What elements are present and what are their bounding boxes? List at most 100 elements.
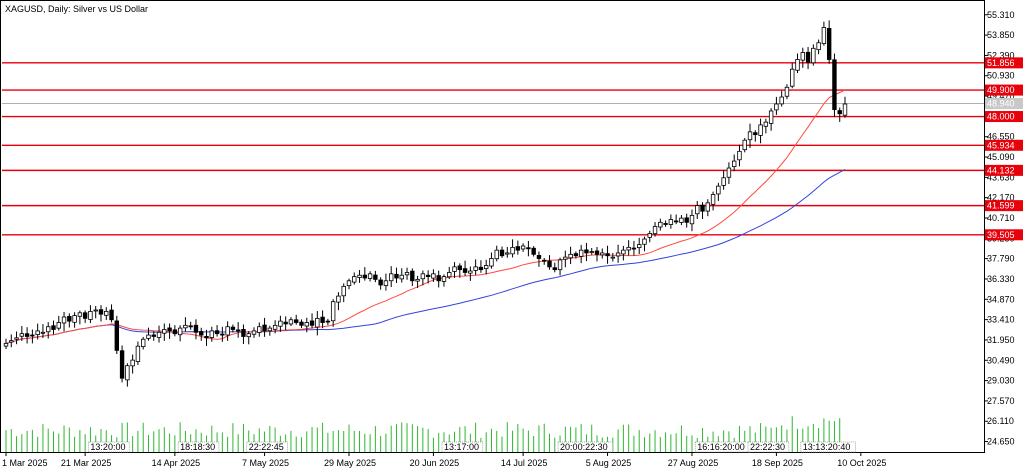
- candle-body: [452, 266, 457, 272]
- candle-body: [193, 324, 199, 333]
- candle-body: [710, 194, 716, 205]
- y-tick-label: 34.870: [987, 294, 1015, 304]
- candle-body: [278, 320, 283, 327]
- candle-body: [167, 327, 172, 332]
- candle-body: [647, 233, 652, 238]
- y-tick-label: 33.410: [987, 315, 1015, 325]
- candle-body: [24, 333, 30, 337]
- candle-body: [19, 333, 25, 337]
- candle-body: [188, 325, 193, 328]
- candle-body: [658, 221, 663, 228]
- candle-body: [679, 217, 684, 223]
- candle-body: [357, 274, 362, 278]
- candle-body: [367, 273, 373, 279]
- candle-body: [447, 272, 452, 278]
- candle-body: [811, 47, 816, 64]
- candle-body: [30, 334, 35, 337]
- candle-body: [225, 326, 230, 336]
- y-tick-label: 42.170: [987, 193, 1015, 203]
- candle-body: [536, 255, 542, 259]
- candle-body: [837, 110, 842, 115]
- candle-body: [505, 252, 510, 255]
- candle-body: [441, 276, 447, 282]
- y-tick-label: 36.330: [987, 274, 1015, 284]
- y-tick-label: 53.850: [987, 30, 1015, 40]
- candle-body: [594, 250, 600, 255]
- candle-body: [499, 249, 505, 257]
- candle-body: [98, 309, 104, 315]
- candle-body: [315, 317, 320, 328]
- candle-body: [568, 253, 573, 259]
- event-marker-label: 18:18:30: [180, 442, 215, 452]
- candle-body: [294, 319, 299, 323]
- level-label-box: [985, 164, 1023, 176]
- candle-body: [67, 316, 72, 322]
- candle-body: [726, 167, 732, 178]
- level-label-box: [985, 84, 1023, 96]
- x-tick-label: 18 Sep 2025: [752, 458, 803, 468]
- candle-body: [209, 330, 214, 338]
- candle-body: [389, 273, 394, 282]
- level-label-box: [985, 111, 1023, 123]
- chart-frame: [0, 0, 985, 453]
- candle-body: [826, 27, 832, 60]
- candle-body: [610, 256, 616, 259]
- candle-body: [631, 247, 637, 250]
- candle-body: [362, 274, 368, 279]
- event-marker-label: 13:13:20:40: [803, 442, 851, 452]
- level-label-box: [985, 200, 1023, 212]
- candle-body: [104, 311, 109, 316]
- candle-body: [272, 324, 278, 330]
- candle-body: [72, 315, 77, 323]
- y-tick-label: 49.470: [987, 91, 1015, 101]
- candle-body: [14, 337, 19, 340]
- candle-body: [394, 273, 399, 279]
- candle-body: [125, 365, 130, 381]
- volume-bars: [5, 416, 846, 452]
- candle-body: [267, 327, 273, 332]
- candle-body: [3, 343, 9, 347]
- candle-body: [373, 274, 378, 280]
- current-price-label: 48.940: [987, 98, 1015, 108]
- candle-body: [758, 124, 763, 136]
- candle-body: [61, 316, 67, 324]
- y-tick-label: 46.550: [987, 132, 1015, 142]
- candle-body: [552, 267, 557, 271]
- candle-body: [415, 278, 420, 282]
- event-marker-box: [557, 441, 614, 453]
- candle-body: [589, 251, 594, 253]
- x-tick-label: 29 May 2025: [324, 458, 376, 468]
- candle-body: [695, 205, 700, 215]
- candle-body: [431, 273, 436, 279]
- level-label: 39.505: [987, 230, 1015, 240]
- candle-body: [436, 275, 441, 282]
- candle-body: [109, 309, 114, 321]
- candle-body: [383, 280, 389, 287]
- level-label-box: [985, 139, 1023, 151]
- candle-body: [832, 59, 837, 110]
- candle-body: [156, 331, 162, 338]
- candle-body: [336, 295, 341, 303]
- candle-body: [82, 312, 88, 319]
- candle-body: [140, 338, 146, 347]
- x-tick-label: 20 Jun 2025: [410, 458, 460, 468]
- candle-body: [177, 327, 183, 336]
- candle-body: [220, 333, 225, 336]
- level-label: 49.900: [987, 85, 1015, 95]
- candle-body: [214, 330, 220, 335]
- event-marker-label: 22:22:30: [750, 442, 785, 452]
- event-marker-box: [747, 441, 790, 453]
- candle-body: [262, 324, 267, 332]
- x-tick-label: 5 Aug 2025: [586, 458, 632, 468]
- candle-body: [404, 272, 410, 276]
- event-marker-box: [441, 441, 484, 453]
- y-tick-label: 26.110: [987, 416, 1014, 426]
- candle-body: [768, 110, 774, 124]
- candle-body: [652, 226, 658, 235]
- horizontal-levels[interactable]: [2, 62, 984, 236]
- candle-body: [235, 329, 241, 332]
- candle-body: [668, 219, 674, 225]
- event-marker-label: 13:17:00: [444, 442, 479, 452]
- candle-body: [162, 329, 167, 334]
- candle-body: [341, 285, 346, 297]
